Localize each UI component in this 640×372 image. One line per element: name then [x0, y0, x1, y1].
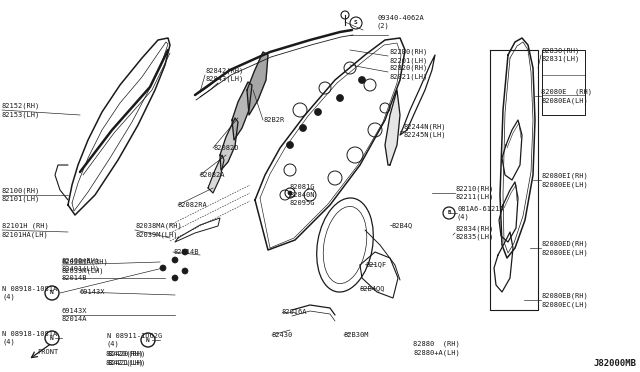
Text: N 08918-1081A
(4): N 08918-1081A (4) [2, 331, 57, 345]
Circle shape [358, 77, 365, 83]
Text: 82420(RH)
82421(LH): 82420(RH) 82421(LH) [107, 350, 145, 366]
Text: 82080EI(RH)
82080EE(LH): 82080EI(RH) 82080EE(LH) [541, 173, 588, 187]
Polygon shape [232, 82, 252, 140]
Text: 82400(RH)
82401(LH): 82400(RH) 82401(LH) [62, 257, 100, 273]
Text: 82244N(RH)
82245N(LH): 82244N(RH) 82245N(LH) [403, 124, 445, 138]
Circle shape [172, 257, 178, 263]
Text: 82420(RH)
82421(LH): 82420(RH) 82421(LH) [105, 350, 143, 366]
Text: 82B2R: 82B2R [263, 117, 284, 123]
Text: N 08911-1D62G
(4): N 08911-1D62G (4) [107, 333, 163, 347]
Text: 82152(RH)
82153(LH): 82152(RH) 82153(LH) [2, 103, 40, 118]
Text: N: N [50, 336, 54, 340]
Polygon shape [385, 90, 400, 165]
Polygon shape [247, 52, 268, 115]
Text: 82210(RH)
82211(LH): 82210(RH) 82211(LH) [455, 186, 493, 201]
Circle shape [288, 191, 292, 195]
Text: 82014B: 82014B [173, 249, 198, 255]
Text: 82100(RH)
82101(LH): 82100(RH) 82101(LH) [2, 187, 40, 202]
Text: 82820(RH)
82821(LH): 82820(RH) 82821(LH) [390, 64, 428, 80]
Circle shape [172, 275, 178, 281]
Text: 821QF: 821QF [365, 261, 387, 267]
Circle shape [182, 249, 188, 255]
Text: 82B30M: 82B30M [344, 332, 369, 338]
Text: B: B [447, 211, 451, 215]
Text: 82834(RH)
82835(LH): 82834(RH) 82835(LH) [455, 225, 493, 241]
Text: 081A6-6121A
(4): 081A6-6121A (4) [457, 206, 504, 220]
Circle shape [182, 268, 188, 274]
Text: 82101H (RH)
82101HA(LH): 82101H (RH) 82101HA(LH) [2, 222, 49, 237]
Polygon shape [220, 118, 238, 170]
Text: 82080EB(RH)
82080EC(LH): 82080EB(RH) 82080EC(LH) [541, 292, 588, 308]
Text: 82082RA: 82082RA [178, 202, 208, 208]
Text: 82080ED(RH)
82080EE(LH): 82080ED(RH) 82080EE(LH) [541, 241, 588, 256]
Text: 82016A: 82016A [282, 309, 307, 315]
Text: 82080E  (RH)
82080EA(LH): 82080E (RH) 82080EA(LH) [541, 89, 592, 103]
Text: 82B4Q: 82B4Q [392, 222, 413, 228]
Text: 82842(RH)
82843(LH): 82842(RH) 82843(LH) [205, 67, 243, 83]
Text: FRONT: FRONT [37, 349, 58, 355]
Text: 82B4QQ: 82B4QQ [360, 285, 385, 291]
Text: 69143X: 69143X [80, 289, 106, 295]
Polygon shape [208, 155, 224, 193]
Text: N: N [50, 291, 54, 295]
Text: 82082D: 82082D [213, 145, 239, 151]
Text: 82430: 82430 [272, 332, 293, 338]
Text: 82038MA(RH)
82039M(LH)
82014B: 82038MA(RH) 82039M(LH) 82014B [62, 259, 109, 282]
Circle shape [160, 265, 166, 271]
Text: 822B0(RH)
82201(LH): 822B0(RH) 82201(LH) [390, 48, 428, 64]
Text: J82000MB: J82000MB [593, 359, 636, 368]
Text: 82038MA(RH)
82039M(LH): 82038MA(RH) 82039M(LH) [135, 222, 182, 237]
Text: S: S [354, 20, 358, 26]
Text: 82082A: 82082A [200, 172, 225, 178]
Text: N 08918-1081A
(4): N 08918-1081A (4) [2, 286, 57, 300]
Circle shape [287, 141, 294, 148]
Text: 82081G
82840N
82095G: 82081G 82840N 82095G [290, 184, 316, 206]
Circle shape [300, 125, 307, 131]
Circle shape [314, 109, 321, 115]
Text: 69143X
82014A: 69143X 82014A [62, 308, 88, 322]
Text: 82830(RH)
82831(LH): 82830(RH) 82831(LH) [541, 48, 579, 62]
Circle shape [337, 94, 344, 102]
Text: 09340-4062A
(2): 09340-4062A (2) [377, 15, 424, 29]
Text: 82880  (RH)
82880+A(LH): 82880 (RH) 82880+A(LH) [413, 340, 460, 356]
Text: N: N [146, 337, 150, 343]
